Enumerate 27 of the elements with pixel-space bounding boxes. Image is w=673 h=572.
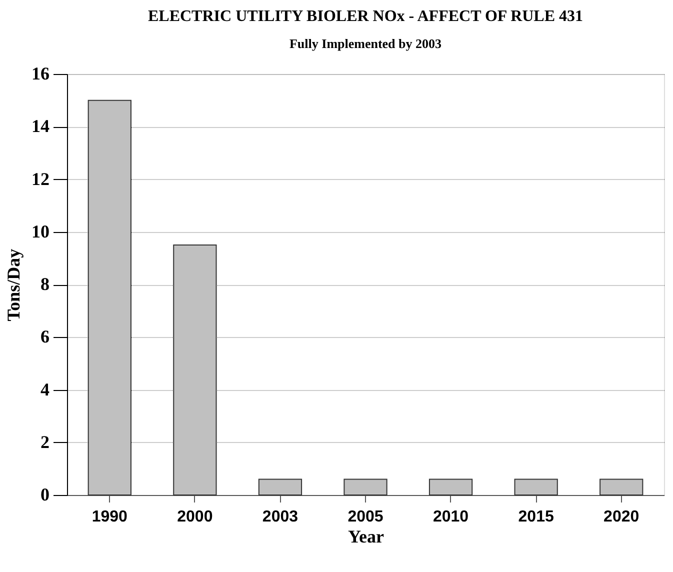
y-tick-label: 6 <box>40 326 50 347</box>
bar <box>258 478 302 496</box>
y-tick-label: 0 <box>40 484 50 504</box>
x-tick-label: 2020 <box>604 508 640 526</box>
bar <box>428 478 473 496</box>
y-tick-label: 8 <box>40 274 50 294</box>
y-tick-label: 2 <box>40 432 50 452</box>
y-tick-label: 4 <box>40 379 50 400</box>
x-tick-label: 2015 <box>518 508 554 526</box>
x-tick-label: 2003 <box>262 508 298 526</box>
y-axis-title: Tons/Day <box>4 248 24 322</box>
y-tick-label: 10 <box>32 221 50 242</box>
x-tick-label: 1990 <box>92 508 128 526</box>
x-tick-label: 2000 <box>177 508 213 526</box>
bar <box>344 478 388 496</box>
x-tick-label: 2005 <box>348 508 384 526</box>
y-tick-label: 14 <box>32 116 50 136</box>
x-axis-title: Year <box>348 526 384 546</box>
x-tick-label: 2010 <box>432 508 469 526</box>
chart-title: ELECTRIC UTILITY BIOLER NOx - AFFECT OF RULE 431 <box>148 8 584 25</box>
bar <box>88 100 132 496</box>
bar <box>514 478 558 496</box>
y-tick-label: 12 <box>32 168 50 189</box>
chart-subtitle: Fully Implemented by 2003 <box>289 36 442 51</box>
bar <box>600 478 644 496</box>
y-tick-label: 16 <box>32 64 50 84</box>
bar <box>173 244 217 496</box>
